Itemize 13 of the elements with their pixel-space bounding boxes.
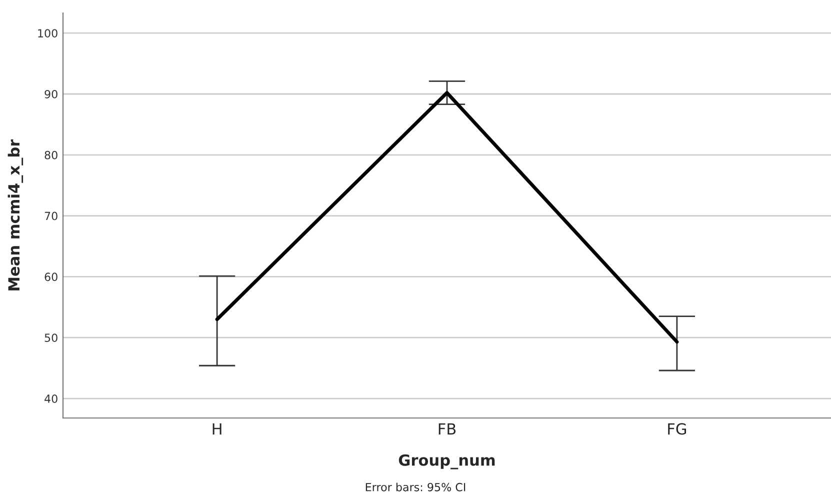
y-tick-label: 70 (44, 212, 58, 220)
y-axis-title: Mean mcmi4_x_br (8, 139, 24, 290)
x-tick-label: FG (668, 423, 686, 435)
text: Error bars: 95% CI (366, 482, 466, 492)
x-tick-label: H (212, 423, 222, 434)
y-tick-label: 50 (44, 334, 58, 342)
x-tick-label: FB (438, 423, 456, 434)
y-tick-label: 100 (38, 29, 58, 38)
x-axis-title: Group_num (398, 454, 495, 470)
y-tick-label: 60 (44, 272, 58, 282)
y-tick-label: 90 (44, 90, 58, 98)
y-tick-label: 40 (44, 394, 58, 403)
y-tick-label: 80 (44, 150, 58, 160)
